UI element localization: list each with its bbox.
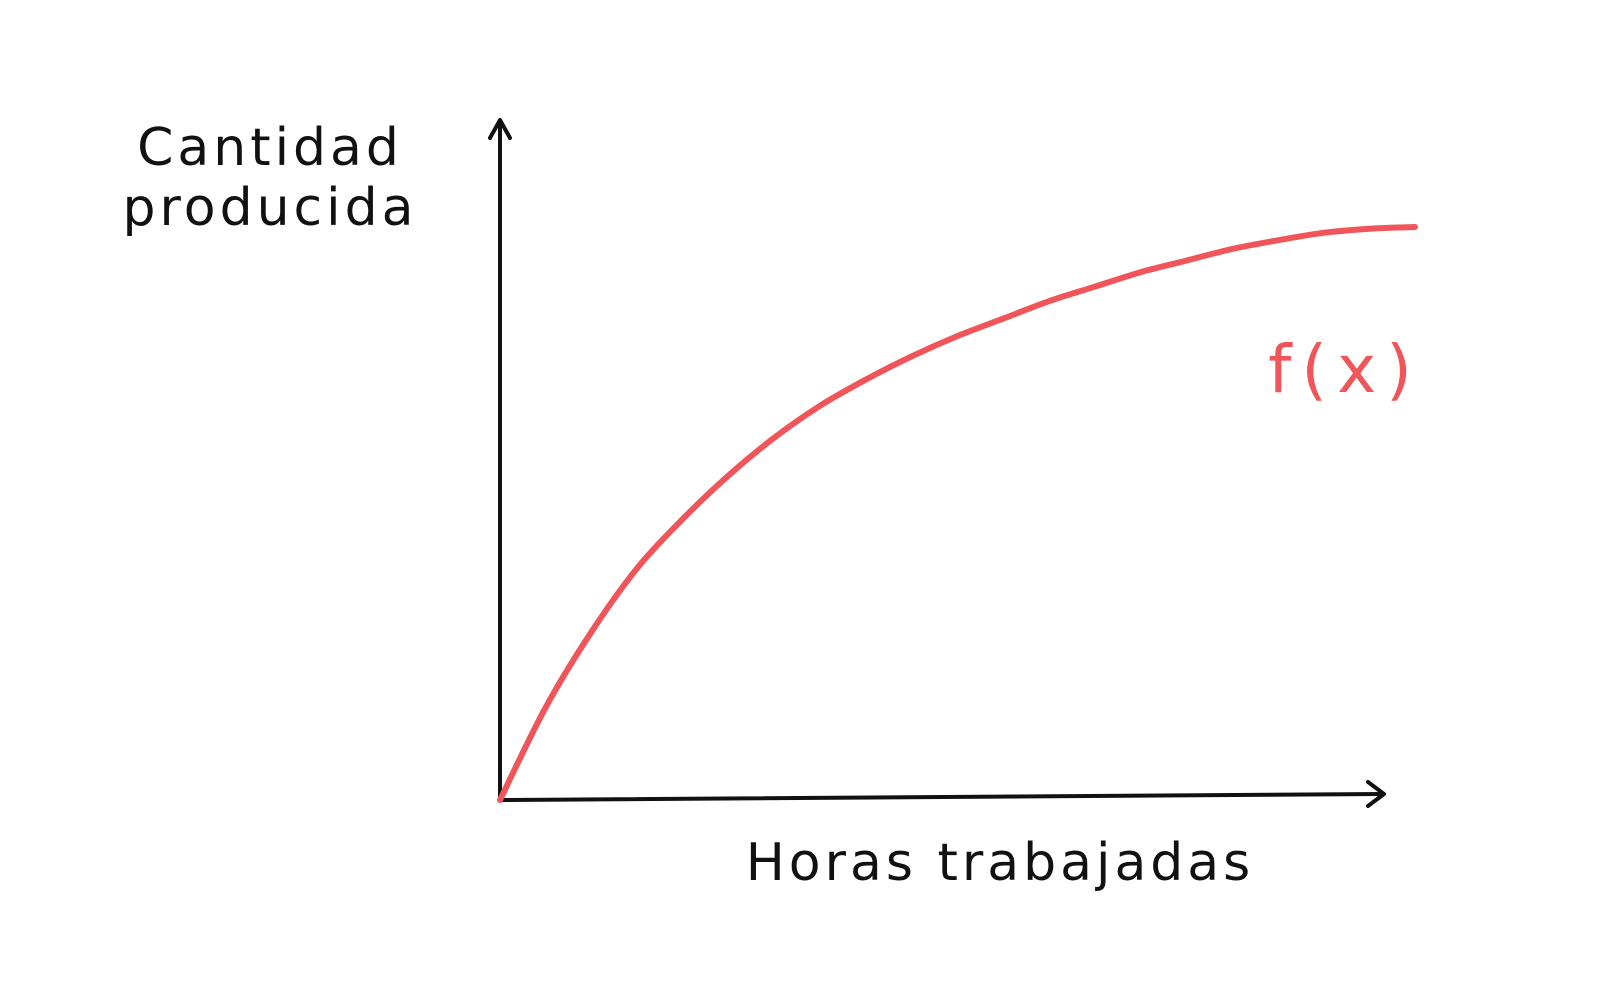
y-axis-label-line-2: producida [123, 178, 418, 238]
x-axis-label: Horas trabajadas [746, 833, 1255, 893]
x-axis-arrowhead [1366, 780, 1386, 808]
series-line-0 [497, 224, 1418, 803]
x-axis [498, 792, 1384, 802]
y-axis-arrowhead [488, 118, 512, 140]
series-layer [497, 224, 1418, 803]
y-axis-label: Cantidad [137, 118, 403, 178]
series-label: f(x) [1268, 331, 1422, 408]
